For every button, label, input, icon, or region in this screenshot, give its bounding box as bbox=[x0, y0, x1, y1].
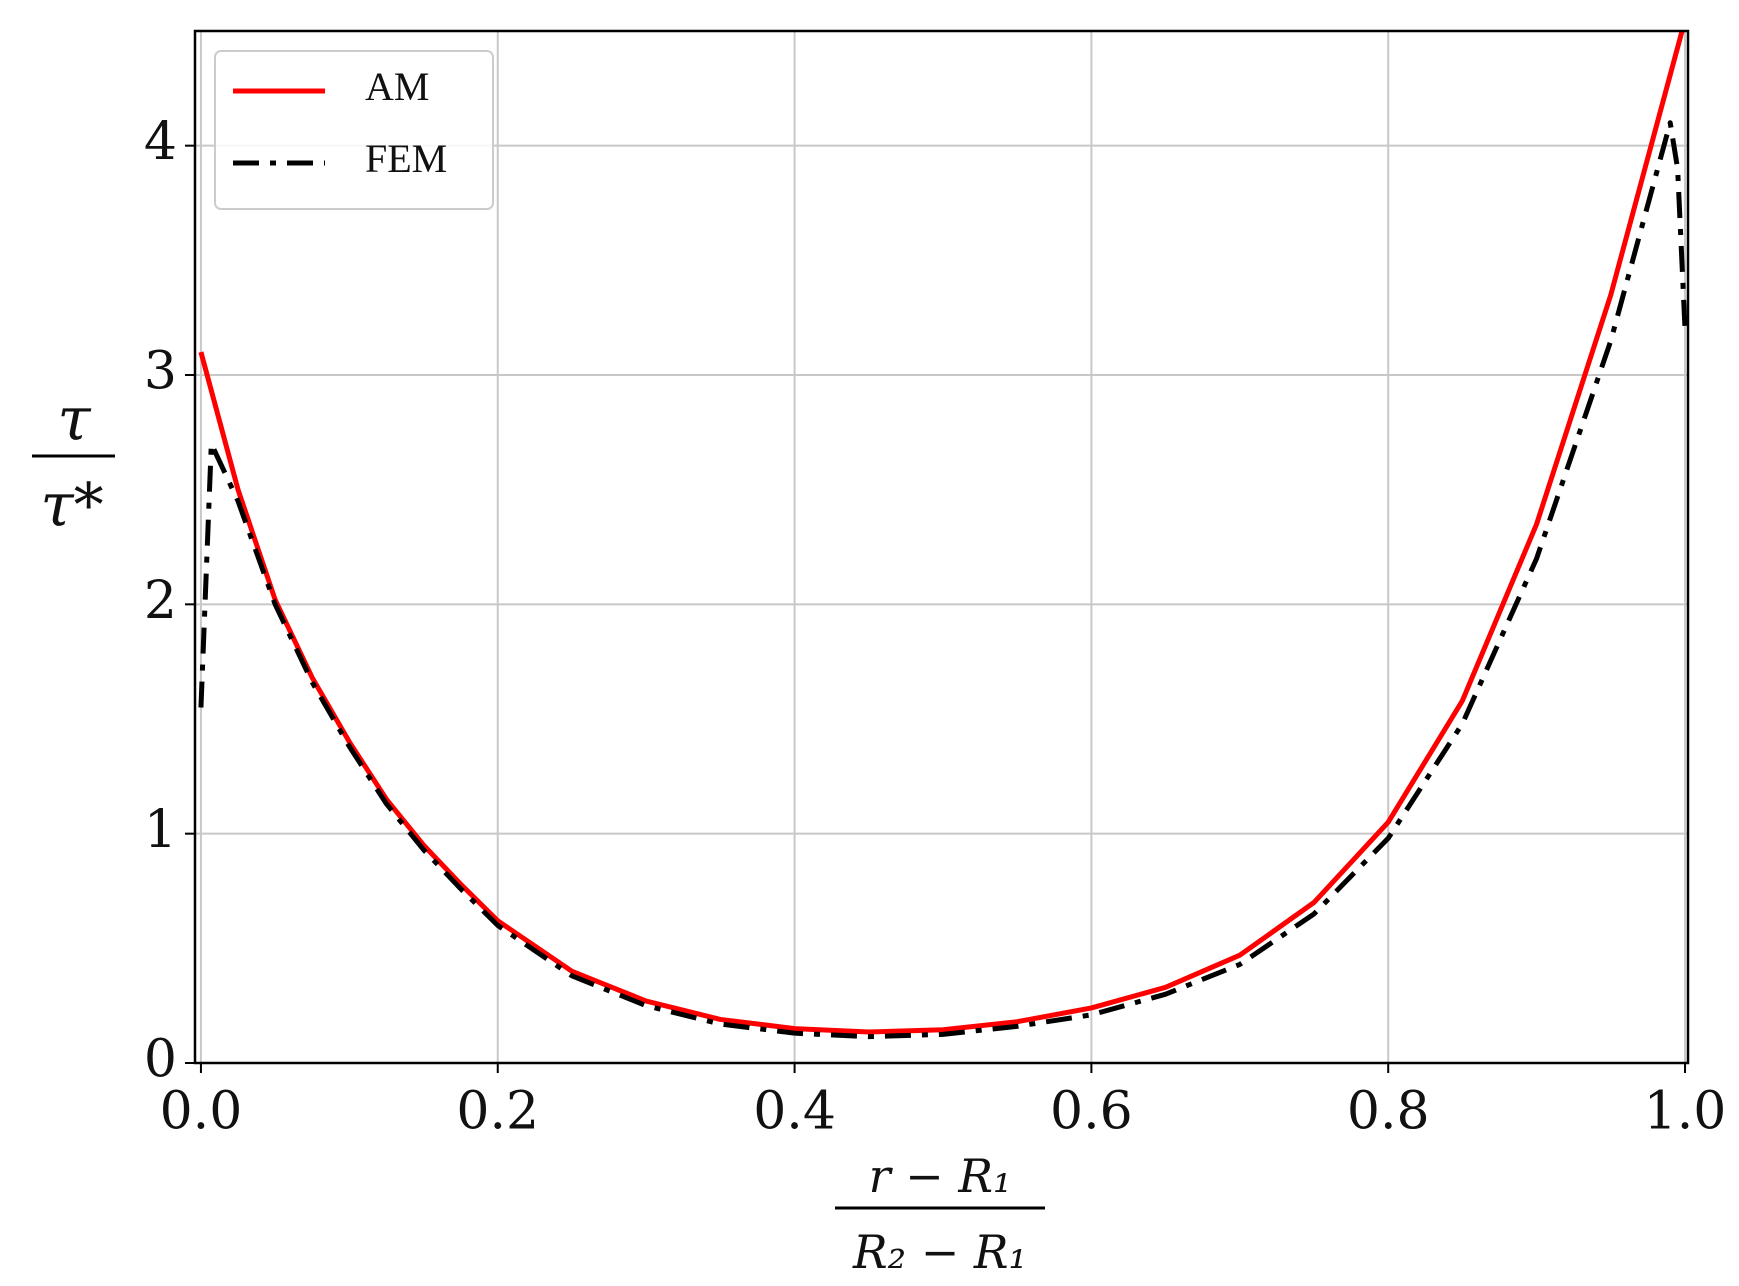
x-tick-label: 0.6 bbox=[1050, 1082, 1133, 1142]
legend: AM FEM bbox=[214, 50, 494, 210]
series-line bbox=[198, 120, 1688, 1040]
legend-label: FEM bbox=[365, 136, 447, 181]
lines bbox=[198, 31, 1688, 1040]
y-label-numerator: τ bbox=[57, 385, 91, 455]
y-tick-label: 1 bbox=[144, 800, 177, 860]
x-tick-label: 0.2 bbox=[456, 1082, 539, 1142]
x-label-numerator: r − R₁ bbox=[869, 1149, 1012, 1203]
legend-box bbox=[214, 50, 494, 210]
y-label-denominator: τ* bbox=[40, 471, 103, 541]
x-tick-label: 0.4 bbox=[753, 1082, 836, 1142]
x-tick-label: 0.8 bbox=[1347, 1082, 1430, 1142]
y-tick-label: 3 bbox=[144, 342, 177, 402]
y-tick-label: 2 bbox=[144, 571, 177, 631]
ticks: 0.0 0.2 0.4 0.6 0.8 1.0 0 1 2 3 4 bbox=[144, 112, 1726, 1141]
y-tick-label: 4 bbox=[144, 112, 177, 172]
plot-frame bbox=[193, 29, 1690, 1065]
x-tick-label: 1.0 bbox=[1644, 1082, 1727, 1142]
series-line bbox=[198, 31, 1685, 1035]
legend-label: AM bbox=[365, 64, 429, 109]
x-label-denominator: R₂ − R₁ bbox=[852, 1225, 1027, 1279]
x-tick-label: 0.0 bbox=[160, 1082, 243, 1142]
y-tick-label: 0 bbox=[144, 1030, 177, 1090]
